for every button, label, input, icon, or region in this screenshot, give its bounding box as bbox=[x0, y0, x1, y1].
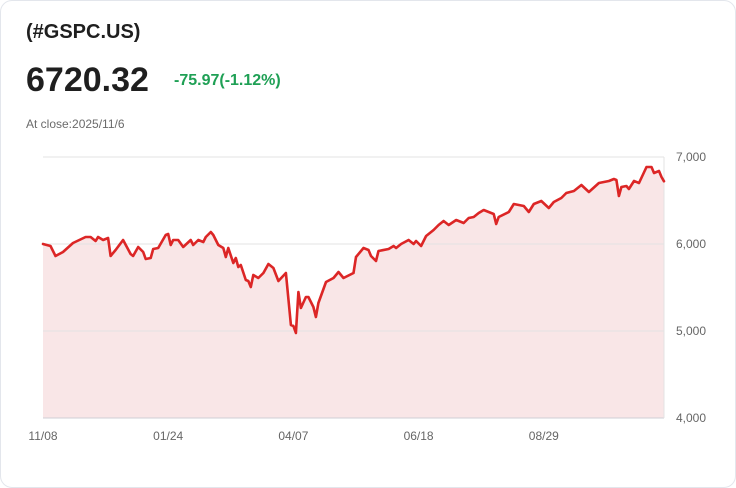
y-tick-label: 6,000 bbox=[676, 237, 706, 251]
y-tick-label: 5,000 bbox=[676, 324, 706, 338]
x-tick-label: 08/29 bbox=[529, 429, 559, 443]
price-line bbox=[41, 165, 666, 335]
y-tick-label: 4,000 bbox=[676, 411, 706, 425]
close-date: At close:2025/11/6 bbox=[26, 117, 125, 131]
x-tick-label: 06/18 bbox=[404, 429, 434, 443]
ticker-title: (#GSPC.US) bbox=[26, 21, 141, 43]
x-tick-label: 11/08 bbox=[28, 429, 57, 443]
x-tick-label: 01/24 bbox=[153, 429, 183, 443]
area-fill bbox=[43, 167, 664, 418]
y-tick-label: 7,000 bbox=[676, 150, 706, 164]
last-price: 6720.32 bbox=[26, 61, 149, 99]
price-change: -75.97(-1.12%) bbox=[174, 72, 281, 89]
x-tick-label: 04/07 bbox=[278, 429, 308, 443]
